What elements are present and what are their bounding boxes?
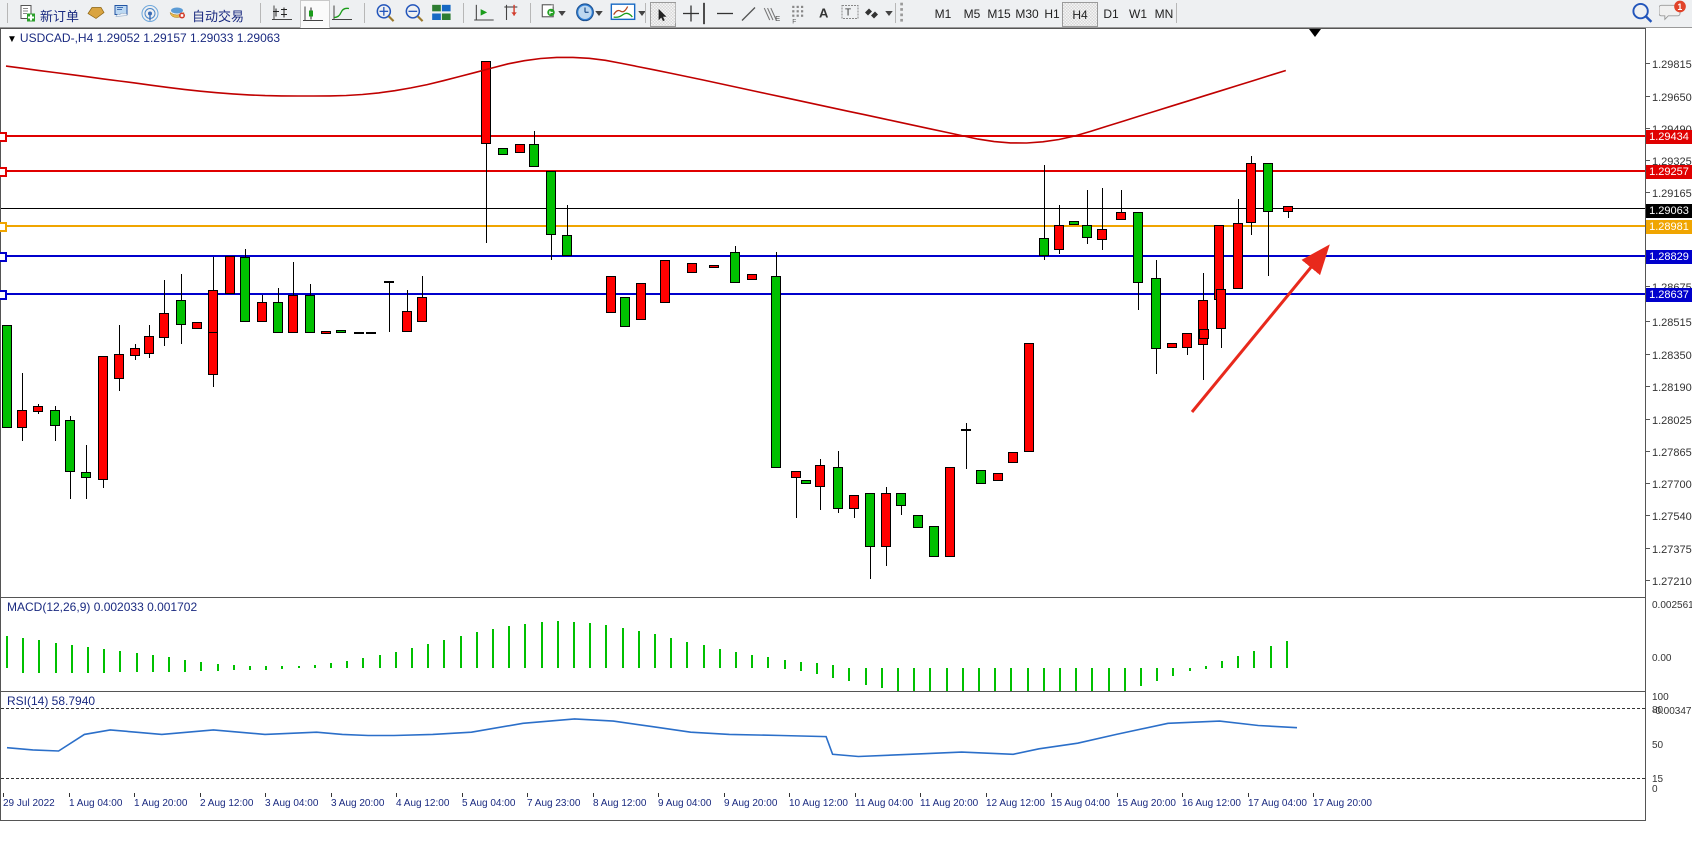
svg-text:1: 1 — [1677, 2, 1682, 12]
svg-text:T: T — [845, 8, 851, 19]
svg-text:A: A — [819, 6, 829, 21]
svg-text:E: E — [775, 14, 780, 23]
svg-text:F: F — [792, 18, 796, 25]
